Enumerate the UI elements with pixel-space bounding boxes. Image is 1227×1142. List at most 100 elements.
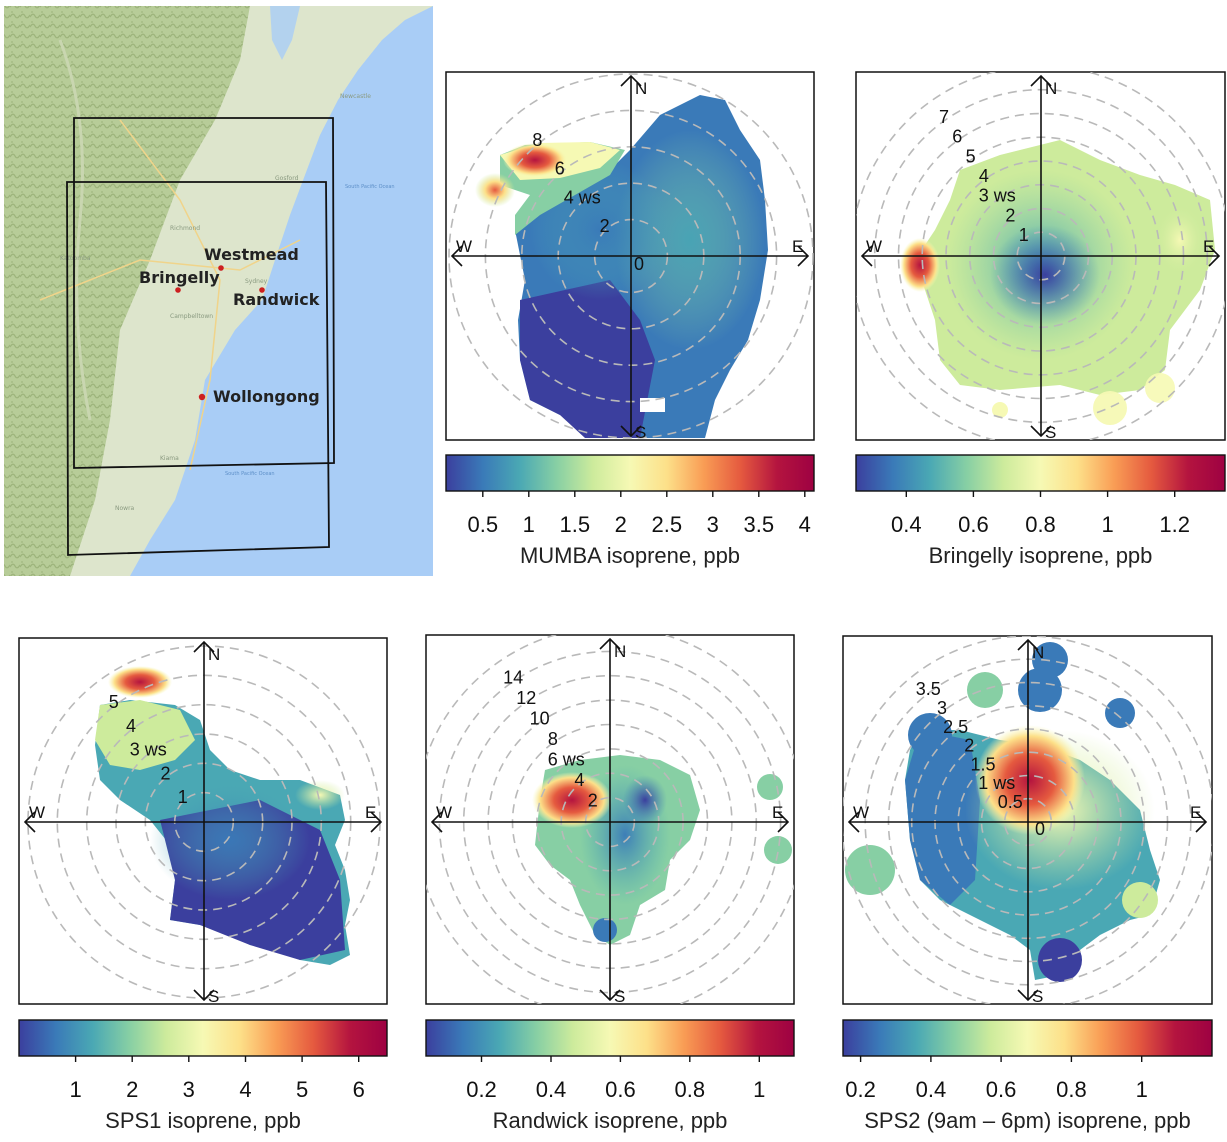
plot-frame <box>445 71 815 441</box>
map-lake <box>270 6 300 60</box>
direction-label-e: E <box>365 803 376 822</box>
arrow-e <box>370 811 383 833</box>
map-ridge <box>58 39 92 421</box>
colorbar-tick-label: 2.5 <box>652 512 683 537</box>
ring-label: 5 <box>109 692 119 712</box>
wind-speed-ring <box>448 73 814 439</box>
arrow-e <box>1208 245 1221 267</box>
direction-label-e: E <box>772 803 783 822</box>
ring-label: 3 ws <box>130 740 167 760</box>
direction-label-n: N <box>614 642 626 661</box>
colorbar-tick-label: 0.2 <box>466 1077 497 1102</box>
pollution-field-sps1 <box>95 666 350 965</box>
arrow-w <box>847 811 860 833</box>
colorbar-randwick: 0.2 0.4 0.6 0.8 1 Randwick isoprene, ppb <box>425 1019 795 1133</box>
colorbar-tick-label: 4 <box>239 1077 251 1102</box>
arrow-s <box>193 989 215 1002</box>
direction-label-e: E <box>792 237 803 256</box>
direction-label-s: S <box>1045 423 1056 442</box>
place-name: Newcastle <box>340 93 371 100</box>
ring-label: 4 <box>126 716 136 736</box>
colorbar-sps2: 0.2 0.4 0.6 0.8 1 SPS2 (9am – 6pm) isoprene, … <box>842 1019 1213 1133</box>
domain-box-outer <box>66 181 330 556</box>
arrow-w <box>23 811 36 833</box>
place-name: Nowra <box>115 505 135 512</box>
ring-label: 8 <box>532 130 542 150</box>
ring-label: 3 ws <box>979 186 1016 206</box>
colorbar-tick-label: 0.6 <box>986 1077 1017 1102</box>
colorbar-ramp <box>18 1019 388 1057</box>
compass-axes: N E S W <box>847 638 1208 1006</box>
map-road <box>39 239 301 301</box>
colorbar-tick-label: 1 <box>1136 1077 1148 1102</box>
arrow-n <box>599 637 621 650</box>
colorbar-tick-label: 0.2 <box>845 1077 876 1102</box>
place-name: Sydney <box>245 278 268 285</box>
site-label-bringelly: Bringelly <box>139 268 220 287</box>
colorbar-tick-label: 0.8 <box>675 1077 706 1102</box>
arrow-w <box>430 811 443 833</box>
site-map: Newcastle Sydney Campbelltown Richmond N… <box>4 6 433 576</box>
colorbar-title: MUMBA isoprene, ppb <box>520 543 740 568</box>
colorbar-tick-label: 1.5 <box>560 512 591 537</box>
map-road <box>119 119 221 471</box>
colorbar-tick-label: 1 <box>523 512 535 537</box>
site-label-westmead: Westmead <box>204 245 299 264</box>
colorbar-tick-label: 3 <box>707 512 719 537</box>
ring-label: 10 <box>530 709 550 729</box>
arrow-e <box>797 245 810 267</box>
arrow-s <box>599 989 621 1002</box>
compass-axes: N E S W <box>23 640 383 1006</box>
site-dot-bringelly <box>175 287 181 293</box>
ring-label: 0 <box>634 254 644 274</box>
arrow-n <box>193 640 215 653</box>
ocean-label: South Pacific Ocean <box>225 471 275 477</box>
ring-label: 1 <box>1019 225 1029 245</box>
pollution-field-randwick <box>532 755 792 945</box>
ring-label: 1 ws <box>978 773 1015 793</box>
arrow-e <box>1195 811 1208 833</box>
colorbar-ramp <box>425 1019 795 1057</box>
ring-label: 4 ws <box>564 187 601 207</box>
ring-label: 8 <box>548 729 558 749</box>
colorbar-tick-label: 1 <box>753 1077 765 1102</box>
plot-frame <box>855 71 1226 441</box>
ring-labels: 0 2 4 ws 68 <box>532 130 644 274</box>
ring-label: 2 <box>600 216 610 236</box>
colorbar-tick-label: 0.4 <box>891 512 922 537</box>
ring-label: 3.5 <box>916 679 941 699</box>
ring-label: 6 <box>555 159 565 179</box>
colorbar-title: SPS2 (9am – 6pm) isoprene, ppb <box>864 1108 1191 1133</box>
direction-label-w: W <box>436 803 452 822</box>
direction-label-n: N <box>1045 79 1057 98</box>
place-name: Gosford <box>275 175 299 182</box>
map-ocean <box>130 6 433 576</box>
place-name: Campbelltown <box>170 313 213 320</box>
colorbar-tick-label: 0.8 <box>1025 512 1056 537</box>
polar-plot-sps2: N E S W 0 0.51 ws1.522.533.5 0.2 0.4 0.6 0.8 1 SP… <box>842 635 1213 1133</box>
ring-label: 1 <box>178 787 188 807</box>
colorbar-tick-label: 1 <box>1101 512 1113 537</box>
map-forest <box>4 6 250 576</box>
colorbar-ramp <box>842 1019 1213 1057</box>
direction-label-n: N <box>1032 643 1044 662</box>
direction-label-w: W <box>29 803 45 822</box>
direction-label-n: N <box>635 79 647 98</box>
ring-label: 6 ws <box>548 749 585 769</box>
colorbar-tick-label: 1.2 <box>1159 512 1190 537</box>
plot-frame <box>18 637 388 1005</box>
arrow-n <box>1030 74 1052 87</box>
arrow-e <box>777 811 790 833</box>
colorbar-ramp <box>855 454 1226 492</box>
colorbar-title: SPS1 isoprene, ppb <box>105 1108 301 1133</box>
pollution-field-mumba <box>475 95 768 438</box>
place-name: Kiama <box>160 455 179 462</box>
colorbar-tick-label: 2 <box>126 1077 138 1102</box>
colorbar-tick-label: 0.8 <box>1056 1077 1087 1102</box>
colorbar-tick-label: 6 <box>353 1077 365 1102</box>
colorbar-tick-label: 3.5 <box>744 512 775 537</box>
direction-label-s: S <box>635 423 646 442</box>
